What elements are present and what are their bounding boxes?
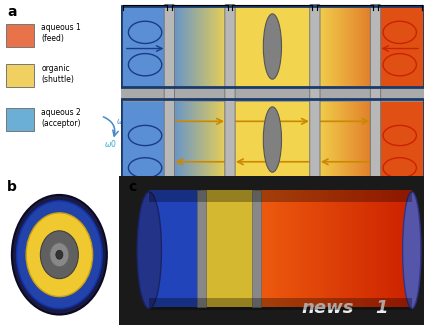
Bar: [149, 190, 412, 202]
FancyBboxPatch shape: [6, 108, 33, 131]
Bar: [376, 6, 424, 87]
Circle shape: [26, 213, 92, 297]
Bar: [149, 190, 201, 307]
Ellipse shape: [403, 192, 421, 308]
Text: 3: 3: [269, 0, 276, 2]
Text: $\omega 0$: $\omega 0$: [104, 138, 117, 150]
Ellipse shape: [137, 192, 162, 308]
Bar: [230, 99, 315, 180]
Text: organic
(shuttle): organic (shuttle): [41, 64, 74, 84]
Bar: [121, 99, 424, 180]
FancyBboxPatch shape: [370, 5, 381, 182]
Circle shape: [56, 250, 63, 259]
FancyBboxPatch shape: [310, 5, 320, 182]
Bar: [121, 6, 169, 87]
Bar: [121, 87, 424, 101]
Circle shape: [17, 201, 102, 308]
Bar: [251, 190, 261, 307]
Text: 2: 2: [197, 0, 203, 2]
Text: 1: 1: [142, 0, 148, 2]
Bar: [149, 298, 412, 310]
Bar: [376, 99, 424, 180]
Text: aqueous 2
(acceptor): aqueous 2 (acceptor): [41, 108, 81, 128]
Bar: [121, 99, 169, 180]
Circle shape: [40, 231, 78, 279]
Ellipse shape: [263, 14, 282, 79]
Text: 1: 1: [375, 299, 388, 317]
Text: b: b: [7, 180, 17, 194]
Circle shape: [12, 195, 107, 315]
Text: aqueous 1
(feed): aqueous 1 (feed): [41, 23, 81, 44]
FancyBboxPatch shape: [164, 5, 175, 182]
FancyBboxPatch shape: [6, 24, 33, 46]
Text: $\omega_2$: $\omega_2$: [116, 118, 127, 128]
Text: a: a: [8, 5, 17, 19]
Bar: [195, 190, 256, 307]
Text: news: news: [302, 299, 354, 317]
Bar: [121, 89, 424, 99]
FancyBboxPatch shape: [225, 5, 235, 182]
Bar: [230, 6, 315, 87]
Text: 2: 2: [342, 0, 348, 2]
Circle shape: [50, 243, 69, 267]
Bar: [197, 190, 206, 307]
Text: c: c: [128, 180, 136, 194]
Text: 1: 1: [397, 0, 403, 2]
Ellipse shape: [263, 107, 282, 172]
FancyBboxPatch shape: [6, 64, 33, 87]
Bar: [121, 6, 424, 87]
